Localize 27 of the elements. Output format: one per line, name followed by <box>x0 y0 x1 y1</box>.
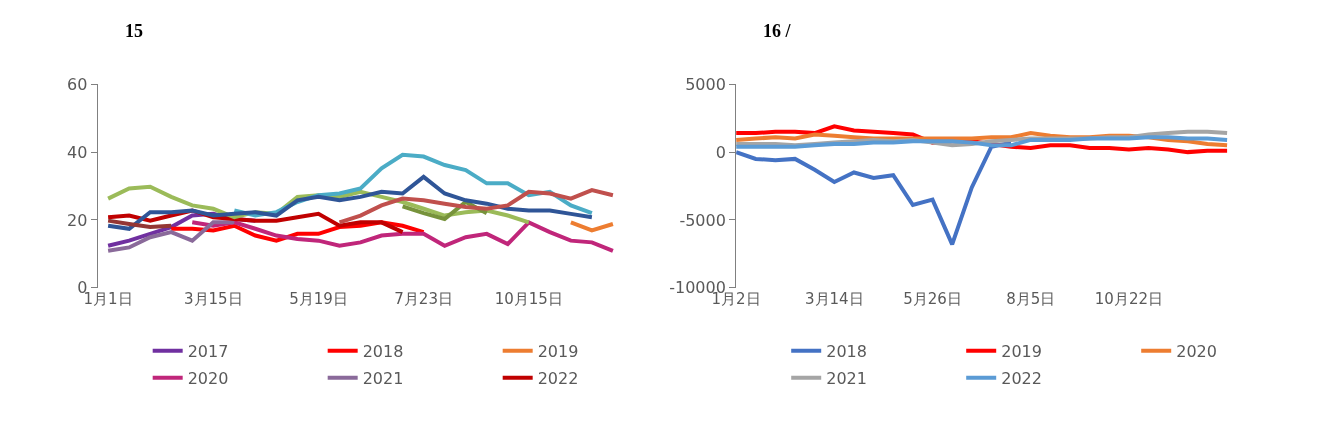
y-tick-label: 20 <box>67 210 88 230</box>
x-tick-label: 10月22日 <box>1094 289 1163 308</box>
legend-label: 2020 <box>1176 342 1217 362</box>
legend-label: 2018 <box>826 342 867 362</box>
legend-label: 2018 <box>362 342 404 362</box>
legend-label: 2021 <box>362 368 404 388</box>
y-tick-label: 60 <box>67 74 88 94</box>
y-tick-label: 40 <box>67 142 88 162</box>
legend-label: 2022 <box>1001 368 1042 388</box>
x-tick-label: 8月5日 <box>1006 289 1056 308</box>
x-tick-label: 5月26日 <box>903 289 962 308</box>
legend-label: 2019 <box>537 342 579 362</box>
x-tick-label: 10月15日 <box>494 289 563 308</box>
legend-label: 2017 <box>187 342 229 362</box>
chart-title: 16 / <box>763 21 792 41</box>
x-tick-label: 5月19日 <box>289 289 348 308</box>
y-tick-label: 5000 <box>685 74 726 94</box>
y-tick-label: 0 <box>715 142 726 162</box>
legend-label: 2021 <box>826 368 867 388</box>
legend-label: 2019 <box>1001 342 1042 362</box>
x-tick-label: 3月14日 <box>805 289 864 308</box>
chart-title: 15 <box>125 21 143 41</box>
legend-label: 2020 <box>187 368 229 388</box>
x-tick-label: 7月23日 <box>394 289 453 308</box>
legend-label: 2022 <box>537 368 579 388</box>
y-tick-label: -5000 <box>679 210 726 230</box>
x-tick-label: 3月15日 <box>183 289 243 308</box>
